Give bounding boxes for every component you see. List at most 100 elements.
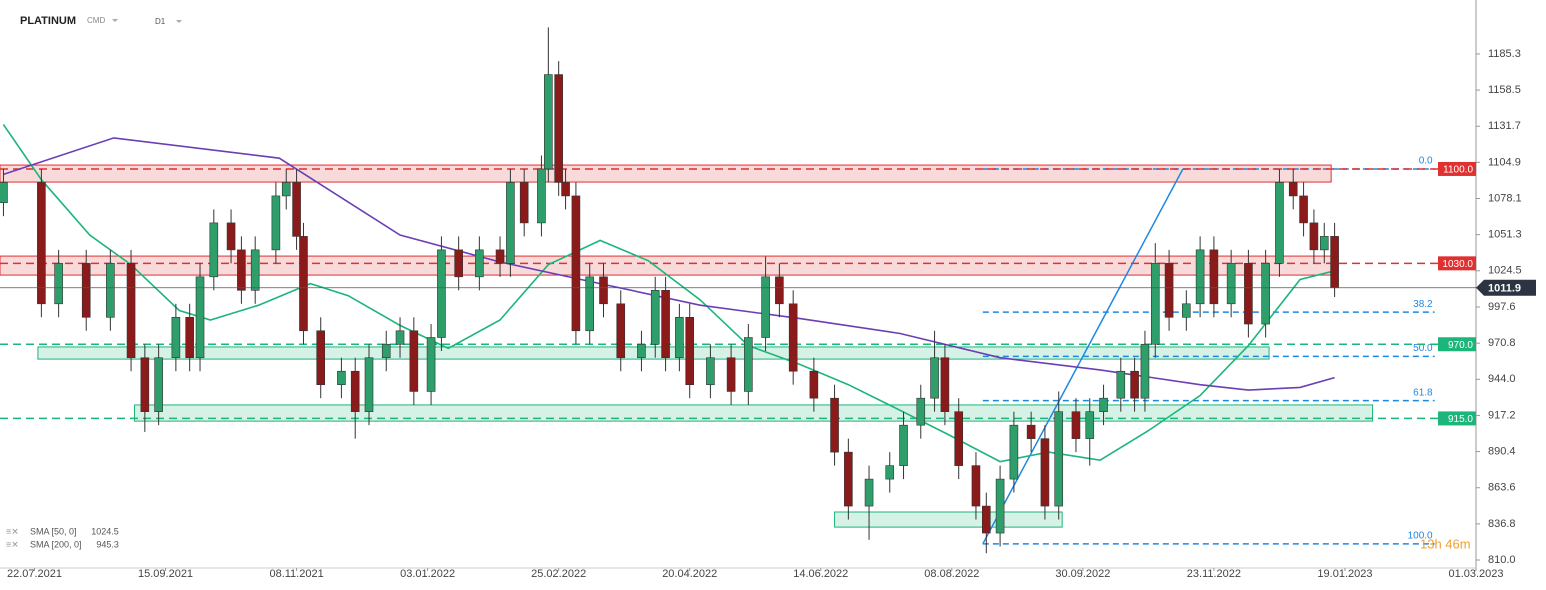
legend-name: SMA [200, 0] bbox=[30, 539, 82, 549]
candle-body bbox=[844, 451, 853, 507]
candle-body bbox=[599, 276, 608, 305]
candle-body bbox=[706, 357, 715, 386]
x-tick-label: 20.04.2022 bbox=[662, 568, 717, 580]
candle-body bbox=[350, 370, 360, 412]
candle-body bbox=[237, 249, 246, 291]
candle-body bbox=[864, 478, 874, 507]
dropdown-arrow[interactable] bbox=[112, 19, 118, 22]
candle-body bbox=[37, 182, 46, 305]
level-tag bbox=[1438, 161, 1476, 176]
x-tick-label: 30.09.2022 bbox=[1055, 568, 1110, 580]
candle-body bbox=[195, 276, 205, 359]
candle-body bbox=[126, 263, 136, 359]
candle-body bbox=[744, 337, 753, 392]
level-label: 970.0 bbox=[1448, 340, 1473, 351]
candle-body bbox=[1195, 249, 1205, 305]
candle-body bbox=[395, 330, 405, 345]
candle-body bbox=[761, 276, 770, 338]
interval[interactable]: D1 bbox=[155, 17, 166, 26]
candle-body bbox=[899, 424, 908, 466]
level-tag bbox=[1438, 256, 1476, 271]
candle-body bbox=[154, 357, 163, 412]
candle-body bbox=[1026, 424, 1036, 439]
level-tag bbox=[1438, 411, 1476, 426]
candle-body bbox=[1009, 424, 1019, 480]
candle-body bbox=[1040, 438, 1050, 507]
legend-value: 1024.5 bbox=[91, 526, 119, 536]
candle-body bbox=[616, 303, 626, 359]
candle-body bbox=[995, 478, 1005, 534]
candle-body bbox=[1054, 411, 1064, 507]
candle-body bbox=[585, 276, 595, 332]
legend-name: SMA [50, 0] bbox=[30, 526, 77, 536]
dropdown-arrow[interactable] bbox=[176, 20, 182, 23]
y-tick-label: 917.2 bbox=[1488, 409, 1516, 421]
y-tick-label: 1158.5 bbox=[1488, 84, 1521, 96]
candle-body bbox=[426, 337, 436, 392]
candle-body bbox=[1309, 222, 1319, 251]
y-tick-label: 836.8 bbox=[1488, 518, 1516, 530]
candle-body bbox=[775, 276, 784, 305]
y-tick-label: 997.6 bbox=[1488, 301, 1516, 313]
candle-body bbox=[1299, 195, 1308, 224]
candle-body bbox=[171, 316, 181, 359]
fib-label: 38.2 bbox=[1413, 299, 1433, 310]
x-tick-label: 08.08.2022 bbox=[924, 568, 979, 580]
candle-body bbox=[519, 182, 529, 224]
candle-body bbox=[292, 182, 301, 237]
zone bbox=[834, 511, 1063, 528]
level-label: 1030.0 bbox=[1442, 259, 1473, 270]
level-label: 1100.0 bbox=[1443, 165, 1473, 176]
y-tick-label: 810.0 bbox=[1488, 554, 1516, 566]
candle-body bbox=[954, 411, 964, 466]
x-tick-label: 03.01.2022 bbox=[400, 568, 455, 580]
candle-body bbox=[561, 182, 570, 197]
y-tick-label: 1185.3 bbox=[1488, 48, 1521, 60]
fib-label: 0.0 bbox=[1419, 156, 1433, 167]
x-tick-label: 14.06.2022 bbox=[793, 568, 848, 580]
x-tick-label: 22.07.2021 bbox=[7, 568, 62, 580]
candle-body bbox=[971, 465, 981, 507]
countdown: 13h 46m bbox=[1420, 536, 1471, 551]
candle-body bbox=[571, 195, 581, 332]
candle-body bbox=[930, 357, 939, 399]
candle-body bbox=[1130, 370, 1139, 399]
candle-body bbox=[299, 236, 308, 332]
candle-body bbox=[475, 249, 484, 278]
candle-body bbox=[554, 74, 563, 183]
sma-line bbox=[3, 137, 1335, 391]
x-tick-label: 08.11.2021 bbox=[269, 568, 323, 580]
candle-body bbox=[1140, 343, 1150, 399]
candle-body bbox=[1319, 236, 1329, 251]
candle-body bbox=[271, 195, 281, 251]
price-tag bbox=[1476, 279, 1536, 296]
candle-body bbox=[940, 357, 950, 412]
candle-body bbox=[544, 74, 553, 170]
candle-body bbox=[54, 263, 63, 305]
candle-body bbox=[650, 290, 660, 345]
candle-body bbox=[1164, 263, 1174, 318]
candle-body bbox=[675, 316, 684, 359]
candle-body bbox=[437, 249, 446, 338]
candle-body bbox=[226, 222, 236, 251]
candle-body bbox=[0, 182, 8, 203]
fib-label: 61.8 bbox=[1413, 387, 1433, 398]
candle-body bbox=[106, 263, 115, 318]
symbol[interactable]: PLATINUM bbox=[20, 15, 76, 27]
y-tick-label: 944.0 bbox=[1488, 373, 1516, 385]
candle-body bbox=[1288, 182, 1298, 197]
y-tick-label: 1051.3 bbox=[1488, 229, 1522, 241]
zone bbox=[133, 404, 1374, 422]
candle-body bbox=[1071, 411, 1081, 439]
fib-label: 50.0 bbox=[1413, 343, 1433, 354]
candle-body bbox=[916, 397, 926, 426]
price-label: 1011.9 bbox=[1488, 283, 1521, 295]
market[interactable]: CMD bbox=[87, 16, 105, 25]
x-tick-label: 19.01.2023 bbox=[1317, 568, 1372, 580]
candle-body bbox=[1275, 182, 1284, 264]
candle-body bbox=[1209, 249, 1219, 305]
candle-body bbox=[1244, 263, 1253, 325]
zone bbox=[37, 346, 1270, 360]
candle-body bbox=[209, 222, 219, 278]
